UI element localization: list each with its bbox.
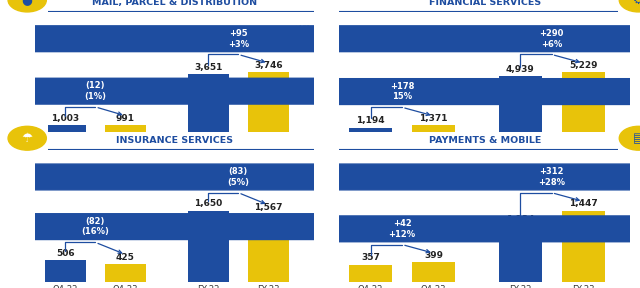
Text: 5,229: 5,229 (569, 61, 597, 70)
Text: ▤: ▤ (632, 132, 640, 145)
Text: MAIL, PARCEL & DISTRIBUTION: MAIL, PARCEL & DISTRIBUTION (92, 0, 257, 7)
Text: 357: 357 (361, 253, 380, 262)
Bar (499, 76, 542, 144)
Text: 1,650: 1,650 (194, 200, 222, 209)
Text: 425: 425 (116, 253, 135, 262)
Text: +95
+3%: +95 +3% (228, 29, 249, 49)
Text: 3,651: 3,651 (194, 63, 223, 72)
Text: 991: 991 (116, 114, 135, 123)
Bar (248, 72, 289, 144)
Text: INSURANCE SERVICES: INSURANCE SERVICES (116, 136, 233, 145)
Text: 1,003: 1,003 (51, 114, 79, 123)
Text: (82)
(16%): (82) (16%) (81, 217, 109, 236)
Text: 399: 399 (424, 251, 443, 260)
Text: +178
15%: +178 15% (390, 82, 414, 101)
Text: ●: ● (22, 0, 33, 7)
Bar (188, 74, 229, 144)
Text: 1,134: 1,134 (506, 215, 534, 224)
Circle shape (0, 26, 640, 52)
Bar (412, 125, 455, 144)
Text: 1,447: 1,447 (569, 200, 598, 209)
Text: ☂: ☂ (22, 132, 33, 145)
Text: ⚙: ⚙ (633, 0, 640, 7)
Circle shape (0, 164, 640, 190)
Bar (105, 125, 146, 144)
Circle shape (8, 0, 46, 12)
Bar (499, 226, 542, 282)
Circle shape (0, 26, 640, 52)
Text: +42
+12%: +42 +12% (388, 219, 416, 239)
Circle shape (620, 126, 640, 150)
Bar (188, 211, 229, 282)
Circle shape (0, 214, 640, 240)
Circle shape (0, 216, 640, 242)
Text: PAYMENTS & MOBILE: PAYMENTS & MOBILE (429, 136, 541, 145)
Text: +312
+28%: +312 +28% (538, 167, 565, 187)
Bar (105, 264, 146, 282)
Bar (561, 211, 605, 282)
Circle shape (0, 164, 640, 190)
Bar (349, 265, 392, 282)
Bar (45, 125, 86, 144)
Bar (412, 262, 455, 282)
Text: FINANCIAL SERVICES: FINANCIAL SERVICES (429, 0, 541, 7)
Text: (12)
(1%): (12) (1%) (84, 81, 106, 101)
Text: 3,746: 3,746 (254, 61, 283, 70)
Text: 506: 506 (56, 249, 75, 258)
Bar (561, 72, 605, 144)
Text: 1,371: 1,371 (419, 114, 448, 123)
Circle shape (8, 126, 46, 150)
Bar (248, 214, 289, 282)
Circle shape (620, 0, 640, 12)
Circle shape (0, 78, 640, 104)
Text: o.w. +109
sennder capital
gain: o.w. +109 sennder capital gain (264, 25, 310, 42)
Text: 1,567: 1,567 (254, 203, 283, 212)
Bar (45, 260, 86, 282)
Text: 4,939: 4,939 (506, 65, 534, 74)
Text: +290
+6%: +290 +6% (540, 29, 564, 49)
Bar (349, 128, 392, 144)
Text: (83)
(5%): (83) (5%) (227, 167, 250, 187)
Circle shape (0, 79, 640, 105)
Text: 1,194: 1,194 (356, 117, 385, 126)
